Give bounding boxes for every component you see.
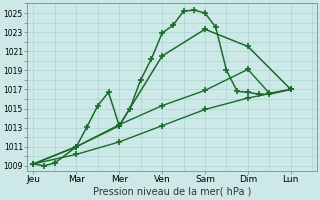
- X-axis label: Pression niveau de la mer( hPa ): Pression niveau de la mer( hPa ): [92, 187, 251, 197]
